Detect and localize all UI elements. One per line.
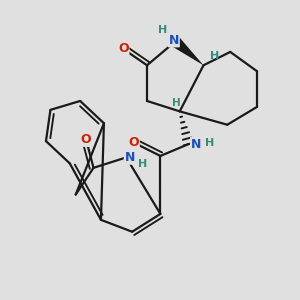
Text: N: N — [169, 34, 179, 46]
Text: H: H — [210, 51, 219, 62]
Text: N: N — [124, 151, 135, 164]
Text: H: H — [138, 159, 147, 169]
Text: O: O — [128, 136, 139, 149]
Text: H: H — [206, 139, 215, 148]
Polygon shape — [171, 37, 203, 65]
Text: N: N — [191, 138, 201, 151]
Text: H: H — [172, 98, 181, 108]
Text: O: O — [81, 133, 92, 146]
Text: H: H — [158, 25, 167, 35]
Text: O: O — [118, 42, 129, 56]
